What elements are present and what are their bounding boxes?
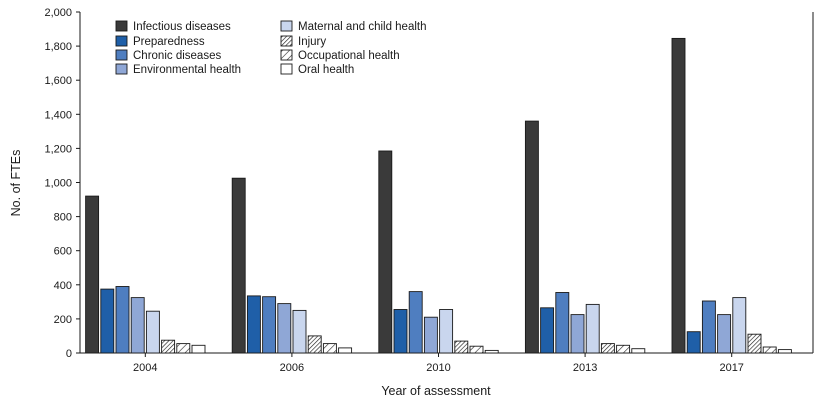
- legend-label: Oral health: [298, 64, 354, 76]
- bar-occupational-health-2010: [469, 345, 484, 354]
- legend-swatch: [280, 49, 293, 61]
- legend-swatch: [115, 63, 128, 75]
- bar-infectious-diseases-2013: [524, 120, 539, 354]
- x-tick-label: 2006: [280, 362, 304, 374]
- y-tick-label: 0: [66, 348, 72, 360]
- bar-infectious-diseases-2004: [85, 195, 100, 354]
- legend-label: Environmental health: [133, 64, 241, 76]
- bar-occupational-health-2013: [616, 344, 631, 354]
- bar-environmental-health-2006: [277, 303, 292, 354]
- legend: Infectious diseases Preparedness Chronic d…: [115, 20, 427, 76]
- legend-item: Occupational health: [280, 49, 400, 62]
- legend-label: Chronic diseases: [133, 50, 221, 62]
- legend-item: Preparedness: [115, 35, 205, 48]
- bar-occupational-health-2004: [176, 343, 191, 354]
- bar-infectious-diseases-2017: [671, 37, 686, 354]
- bar-environmental-health-2017: [717, 314, 732, 354]
- y-tick-label: 600: [54, 246, 72, 258]
- x-axis-ticks: 2004 2006 2010 2013 2017: [133, 353, 744, 374]
- legend-swatch: [280, 63, 293, 75]
- bar-chronic-diseases-2010: [408, 291, 423, 354]
- bar-environmental-health-2013: [570, 314, 585, 354]
- bar-chronic-diseases-2004: [115, 286, 130, 354]
- legend-swatch: [115, 49, 128, 61]
- x-tick-label: 2004: [133, 362, 157, 374]
- bar-group-2010: [378, 150, 499, 354]
- legend-swatch: [115, 20, 128, 32]
- y-tick-label: 1,000: [44, 178, 72, 190]
- bar-group-2013: [524, 120, 646, 354]
- bar-preparedness-2013: [540, 307, 555, 354]
- x-axis-label: Year of assessment: [381, 384, 491, 398]
- bars: [85, 37, 792, 354]
- bar-chronic-diseases-2017: [701, 300, 716, 354]
- bar-oral-health-2006: [338, 347, 353, 354]
- y-axis-label: No. of FTEs: [9, 150, 23, 217]
- legend-item: Injury: [280, 35, 326, 48]
- bar-chronic-diseases-2013: [555, 292, 570, 354]
- bar-injury-2006: [307, 335, 322, 354]
- bar-oral-health-2010: [484, 349, 499, 354]
- legend-item: Infectious diseases: [115, 20, 231, 33]
- bar-occupational-health-2017: [762, 346, 777, 354]
- y-tick-label: 400: [54, 280, 72, 292]
- bar-injury-2010: [454, 340, 469, 354]
- y-tick-label: 1,400: [44, 109, 72, 121]
- legend-swatch: [115, 35, 128, 47]
- legend-item: Chronic diseases: [115, 49, 221, 62]
- legend-item: Maternal and child health: [280, 20, 427, 33]
- x-tick-label: 2013: [573, 362, 597, 374]
- y-tick-label: 1,800: [44, 41, 72, 53]
- bar-oral-health-2004: [191, 344, 206, 354]
- bar-group-2006: [231, 177, 353, 354]
- y-axis-ticks: 0 200 400 600 800 1,000 1,200 1,400 1,600 1,800 2,…: [44, 7, 80, 360]
- y-tick-label: 200: [54, 314, 72, 326]
- y-tick-label: 1,200: [44, 143, 72, 155]
- bar-maternal-and-child-health-2013: [585, 303, 600, 354]
- bar-infectious-diseases-2006: [231, 177, 246, 354]
- bar-injury-2017: [747, 333, 762, 354]
- legend-label: Occupational health: [298, 50, 400, 62]
- y-tick-label: 2,000: [44, 7, 72, 19]
- legend-label: Maternal and child health: [298, 21, 427, 33]
- bar-injury-2004: [161, 339, 176, 354]
- bar-maternal-and-child-health-2004: [145, 310, 160, 354]
- bar-environmental-health-2010: [423, 316, 438, 354]
- legend-swatch: [280, 20, 293, 32]
- legend-item: Environmental health: [115, 63, 241, 76]
- bar-preparedness-2010: [393, 309, 408, 354]
- bar-preparedness-2004: [100, 288, 115, 354]
- legend-item: Oral health: [280, 63, 354, 76]
- x-tick-label: 2017: [719, 362, 743, 374]
- bar-maternal-and-child-health-2010: [439, 309, 454, 354]
- bar-occupational-health-2006: [322, 343, 337, 354]
- bar-oral-health-2013: [631, 348, 646, 354]
- bar-environmental-health-2004: [130, 297, 145, 354]
- x-tick-label: 2010: [426, 362, 450, 374]
- y-tick-label: 1,600: [44, 75, 72, 87]
- legend-swatch: [280, 35, 293, 47]
- y-tick-label: 800: [54, 212, 72, 224]
- bar-infectious-diseases-2010: [378, 150, 393, 354]
- bar-group-2004: [85, 195, 206, 354]
- legend-label: Injury: [298, 36, 326, 48]
- legend-label: Infectious diseases: [133, 21, 231, 33]
- bar-maternal-and-child-health-2006: [292, 309, 307, 354]
- bar-oral-health-2017: [777, 349, 792, 354]
- bar-injury-2013: [600, 343, 615, 354]
- bar-preparedness-2006: [246, 295, 261, 354]
- bar-maternal-and-child-health-2017: [732, 297, 747, 354]
- bar-group-2017: [671, 37, 792, 354]
- bar-chronic-diseases-2006: [262, 296, 277, 354]
- legend-label: Preparedness: [133, 36, 205, 48]
- bar-preparedness-2017: [686, 331, 701, 354]
